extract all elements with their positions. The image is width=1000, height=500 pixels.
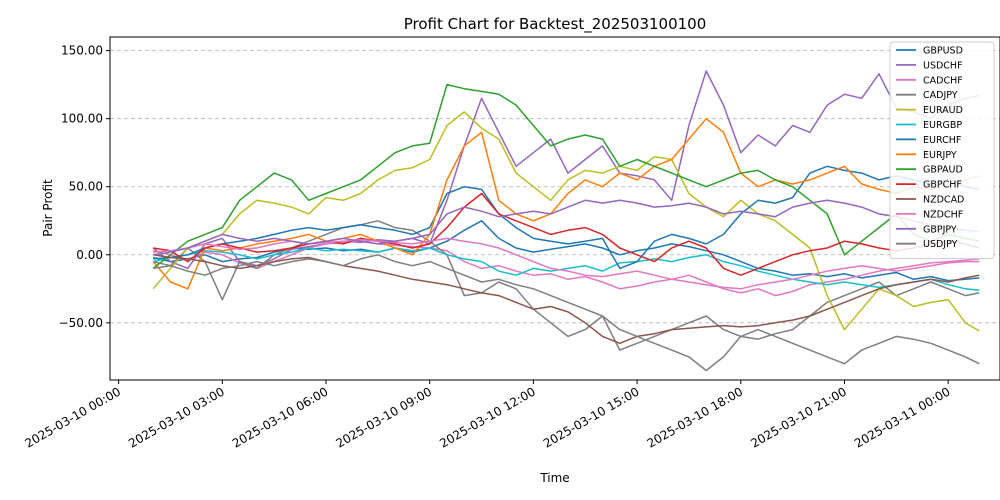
legend-label: GBPUSD bbox=[923, 46, 963, 57]
y-tick-label: −50.00 bbox=[59, 316, 103, 330]
legend-label: GBPAUD bbox=[923, 165, 963, 176]
plot-area-frame bbox=[109, 36, 1000, 381]
legend-label: NZDCAD bbox=[923, 195, 964, 206]
y-axis-label: Pair Profit bbox=[41, 179, 55, 237]
legend-label: CADCHF bbox=[923, 75, 963, 86]
series-layer bbox=[152, 70, 980, 372]
legend-label: EURAUD bbox=[923, 105, 963, 116]
series-line-gbpjpy bbox=[153, 199, 980, 256]
legend-label: USDCHF bbox=[923, 60, 963, 71]
x-axis-label: Time bbox=[539, 471, 569, 485]
legend-label: GBPJPY bbox=[923, 224, 957, 235]
series-line-usdchf bbox=[152, 70, 980, 270]
series-line-cadchf bbox=[153, 240, 980, 297]
series-line-euraud bbox=[152, 111, 980, 332]
grid bbox=[110, 50, 1000, 324]
legend-label: NZDCHF bbox=[923, 209, 963, 220]
chart-title: Profit Chart for Backtest_202503100100 bbox=[404, 15, 707, 34]
legend: GBPUSD USDCHF CADCHF CADJPY EURAUD EURGBP EURC… bbox=[889, 41, 995, 260]
legend-label: EURGBP bbox=[923, 120, 962, 131]
series-line-gbpaud bbox=[152, 83, 980, 269]
series-line-eurjpy bbox=[152, 117, 980, 290]
y-tick-label: 50.00 bbox=[69, 180, 103, 194]
series-line-gbpchf bbox=[153, 192, 980, 276]
series-line-eurgbp bbox=[153, 247, 980, 291]
series-line-usdjpy bbox=[153, 254, 980, 372]
series-line-eurchf bbox=[153, 165, 980, 270]
legend-label: CADJPY bbox=[923, 90, 958, 101]
legend-label: EURCHF bbox=[923, 135, 961, 146]
legend-box bbox=[889, 41, 995, 260]
y-axis: 150.00 100.00 50.00 0.00 −50.00 bbox=[59, 44, 110, 330]
legend-label: EURJPY bbox=[923, 150, 957, 161]
legend-label: USDJPY bbox=[923, 239, 958, 250]
y-tick-label: 150.00 bbox=[61, 44, 103, 58]
legend-label: GBPCHF bbox=[923, 180, 962, 191]
series-line-nzdcad bbox=[153, 254, 980, 345]
y-tick-label: 100.00 bbox=[61, 112, 103, 126]
y-tick-label: 0.00 bbox=[76, 248, 103, 262]
